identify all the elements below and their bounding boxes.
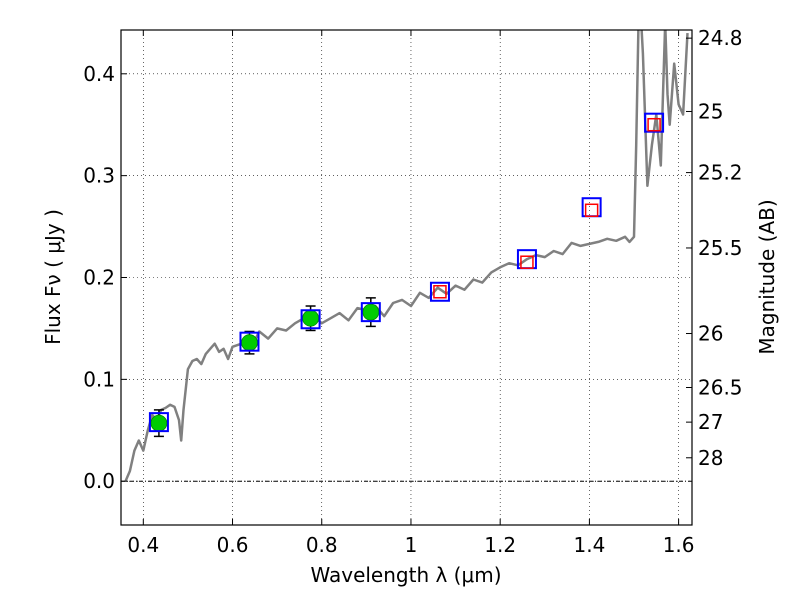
data-point xyxy=(362,303,380,321)
x-axis-title: Wavelength λ (μm) xyxy=(310,563,501,587)
x-tick-label: 1 xyxy=(405,533,418,557)
model-box xyxy=(148,412,169,433)
data-point xyxy=(302,309,319,327)
right-tick-label: 28 xyxy=(698,446,723,470)
limit-box xyxy=(584,203,599,218)
limit-box xyxy=(433,285,447,299)
y-tick-label: 0.1 xyxy=(83,367,115,391)
y-tick-label: 0.4 xyxy=(83,62,115,86)
tick-labels: 0.4 0.6 0.8 1 1.2 1.4 1.6 0.0 0.1 0.2 0.3 0.4 24.8 25… xyxy=(83,26,742,557)
model-box xyxy=(239,331,260,352)
model-box xyxy=(300,309,321,330)
data-point xyxy=(241,334,258,352)
x-tick-label: 0.4 xyxy=(127,533,159,557)
right-tick-label: 25.5 xyxy=(698,236,743,260)
right-tick-label: 24.8 xyxy=(698,26,743,50)
marker-layer xyxy=(148,112,665,438)
x-tick-label: 0.6 xyxy=(217,533,249,557)
right-tick-label: 27 xyxy=(698,410,723,434)
spectrum-line xyxy=(124,30,689,482)
right-tick-label: 25.2 xyxy=(698,161,743,185)
y-tick-label: 0.0 xyxy=(83,469,115,493)
x-tick-label: 1.6 xyxy=(663,533,695,557)
model-box xyxy=(644,112,665,133)
right-tick-label: 26.5 xyxy=(698,376,743,400)
x-tick-label: 1.2 xyxy=(484,533,516,557)
model-box xyxy=(360,302,381,323)
limit-box xyxy=(647,117,661,132)
series-layer xyxy=(124,30,689,482)
data-point xyxy=(150,414,168,432)
limit-box xyxy=(520,255,534,269)
ticks xyxy=(121,30,692,525)
x-tick-label: 1.4 xyxy=(573,533,605,557)
grid xyxy=(121,30,692,525)
y-tick-label: 0.3 xyxy=(83,164,115,188)
right-tick-label: 25 xyxy=(698,99,723,123)
y-tick-label: 0.2 xyxy=(83,266,115,290)
right-tick-label: 26 xyxy=(698,322,723,346)
y-axis-title: Flux Fν ( μJy ) xyxy=(41,209,65,345)
model-box xyxy=(429,281,450,302)
x-tick-label: 0.8 xyxy=(306,533,338,557)
right-axis-title: Magnitude (AB) xyxy=(755,199,779,354)
plot-background xyxy=(121,30,692,525)
